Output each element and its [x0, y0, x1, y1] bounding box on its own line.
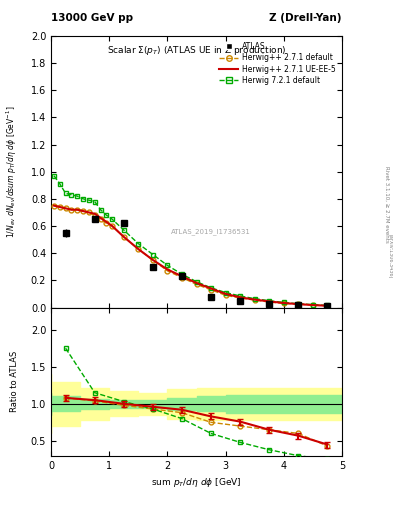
Text: Z (Drell-Yan): Z (Drell-Yan) [270, 13, 342, 23]
Text: [arXiv:1306.3436]: [arXiv:1306.3436] [389, 234, 393, 278]
Text: ATLAS_2019_I1736531: ATLAS_2019_I1736531 [171, 228, 251, 235]
Legend: ATLAS, Herwig++ 2.7.1 default, Herwig++ 2.7.1 UE-EE-5, Herwig 7.2.1 default: ATLAS, Herwig++ 2.7.1 default, Herwig++ … [217, 39, 338, 87]
Text: Rivet 3.1.10, ≥ 2.7M events: Rivet 3.1.10, ≥ 2.7M events [385, 166, 389, 243]
Y-axis label: $1/N_{ev}\ dN_{ev}/dsum\ p_T/d\eta\ d\phi\ [\mathrm{GeV}^{-1}]$: $1/N_{ev}\ dN_{ev}/dsum\ p_T/d\eta\ d\ph… [5, 105, 19, 238]
Text: 13000 GeV pp: 13000 GeV pp [51, 13, 133, 23]
X-axis label: sum $p_T/d\eta\ d\phi$ [GeV]: sum $p_T/d\eta\ d\phi$ [GeV] [151, 476, 242, 489]
Text: Scalar $\Sigma(p_T)$ (ATLAS UE in Z production): Scalar $\Sigma(p_T)$ (ATLAS UE in Z prod… [107, 44, 286, 57]
Y-axis label: Ratio to ATLAS: Ratio to ATLAS [10, 351, 19, 412]
